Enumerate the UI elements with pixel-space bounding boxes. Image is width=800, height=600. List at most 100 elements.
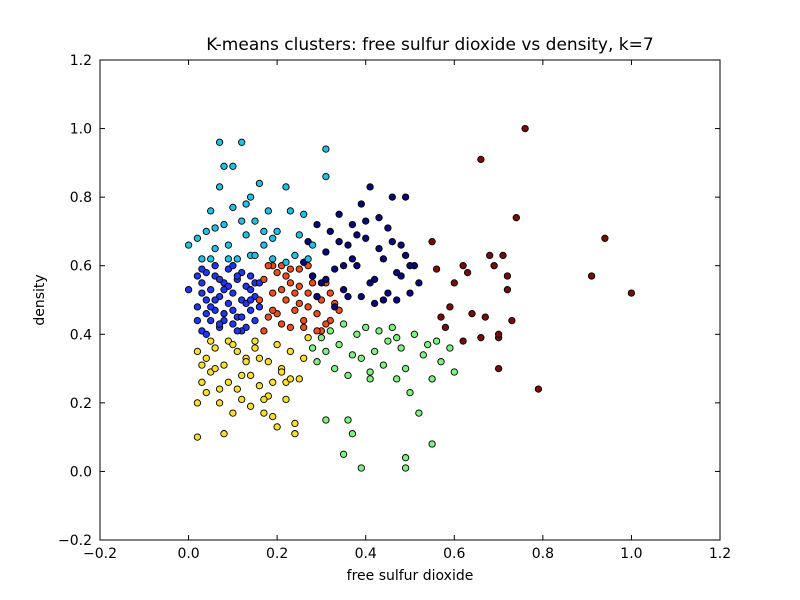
x-tick-label: 1.0	[620, 546, 642, 562]
data-point	[255, 303, 264, 311]
data-point	[503, 286, 512, 294]
data-point	[295, 282, 303, 290]
data-point	[229, 320, 237, 328]
data-point	[229, 289, 237, 297]
data-point	[215, 275, 224, 284]
data-point	[384, 337, 392, 345]
data-point	[282, 395, 290, 404]
data-point	[322, 145, 330, 153]
data-point	[335, 340, 343, 349]
data-point	[233, 385, 241, 393]
data-point	[313, 292, 321, 301]
data-point	[242, 200, 250, 208]
y-tick-label: 1.2	[70, 53, 92, 69]
data-point	[260, 275, 268, 284]
data-point	[317, 334, 326, 342]
data-point	[220, 220, 228, 229]
data-point	[428, 238, 436, 246]
data-point	[353, 330, 361, 338]
data-point	[446, 303, 454, 311]
data-point	[255, 354, 264, 362]
data-point	[415, 409, 423, 417]
data-point	[534, 385, 543, 393]
data-point	[300, 323, 308, 332]
data-point	[233, 255, 241, 263]
data-point	[468, 310, 476, 318]
data-point	[238, 371, 246, 380]
data-point	[494, 364, 503, 373]
data-point	[375, 214, 383, 222]
data-point	[601, 234, 609, 242]
data-point	[481, 313, 489, 321]
data-point	[255, 179, 264, 188]
x-tick-label: 1.2	[709, 546, 731, 562]
data-point	[260, 227, 268, 236]
data-point	[193, 433, 202, 441]
x-axis-ticks: −0.2 0.0 0.2 0.4 0.6 0.8 1.0 1.2	[83, 60, 731, 562]
data-point	[424, 340, 432, 349]
data-point	[269, 234, 277, 242]
data-point	[308, 344, 317, 352]
data-point	[251, 337, 259, 345]
data-point	[282, 258, 290, 266]
data-point	[393, 375, 401, 383]
y-tick-label: 1.0	[70, 122, 92, 138]
data-point	[450, 368, 458, 376]
data-point	[193, 272, 202, 280]
data-point	[300, 316, 308, 325]
data-point	[446, 344, 454, 352]
data-point	[229, 340, 237, 349]
data-point	[269, 289, 277, 297]
data-point	[375, 244, 383, 253]
data-point	[322, 275, 330, 284]
data-point	[277, 286, 286, 294]
data-point	[286, 279, 295, 287]
data-point	[587, 272, 596, 280]
data-point	[277, 368, 286, 376]
data-point	[366, 375, 374, 383]
data-point	[366, 183, 374, 191]
data-point	[224, 299, 233, 308]
data-point	[233, 347, 241, 356]
data-point	[264, 207, 272, 215]
y-tick-label: 0.8	[70, 190, 92, 206]
x-tick-label: −0.2	[83, 546, 117, 562]
data-point	[410, 330, 419, 338]
data-point	[202, 296, 210, 304]
data-point	[344, 292, 352, 301]
data-point	[233, 327, 241, 335]
data-point	[291, 419, 299, 428]
y-tick-label: 0.2	[70, 396, 92, 412]
data-point	[291, 289, 299, 297]
data-point	[348, 351, 357, 359]
data-point	[260, 395, 268, 404]
data-point	[198, 378, 206, 386]
data-point	[627, 289, 636, 297]
data-point	[277, 320, 286, 328]
data-point	[224, 241, 233, 249]
data-point	[202, 388, 210, 397]
data-point	[286, 375, 295, 383]
data-point	[331, 265, 339, 273]
data-point	[184, 241, 193, 249]
data-point	[477, 155, 485, 164]
data-point	[229, 306, 237, 314]
data-point	[432, 265, 441, 273]
data-point	[304, 289, 312, 297]
data-point	[300, 354, 308, 362]
data-point	[348, 255, 357, 263]
data-point	[193, 347, 202, 356]
data-point	[379, 361, 388, 369]
data-point	[260, 327, 268, 335]
data-point	[370, 347, 379, 356]
data-point	[193, 234, 202, 242]
data-point	[246, 286, 255, 294]
data-point	[211, 296, 219, 304]
data-point	[251, 251, 259, 260]
data-point	[273, 423, 281, 431]
data-point	[251, 316, 259, 325]
data-point	[384, 224, 392, 232]
data-point	[295, 265, 303, 273]
y-tick-label: 0.4	[70, 327, 92, 343]
data-point	[393, 296, 401, 304]
